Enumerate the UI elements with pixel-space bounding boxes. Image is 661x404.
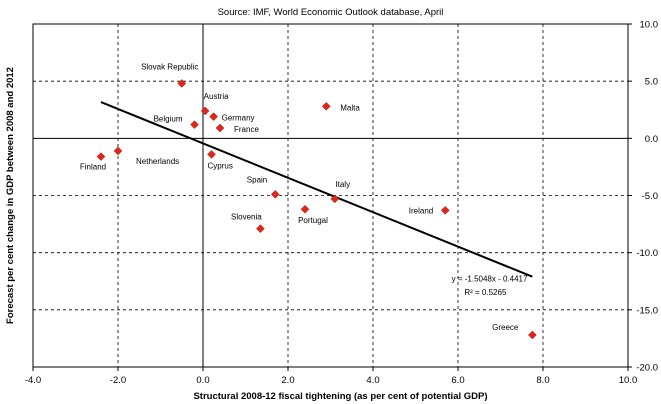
data-point bbox=[177, 79, 187, 88]
axes bbox=[32, 23, 632, 371]
point-label: Austria bbox=[204, 92, 229, 101]
data-point bbox=[330, 194, 340, 204]
x-tick-label: 4.0 bbox=[366, 375, 379, 386]
data-point bbox=[528, 330, 537, 340]
trendline-equation: y = -1.5048x - 0.4417 bbox=[452, 274, 528, 283]
point-label: Ireland bbox=[409, 206, 433, 215]
data-point bbox=[270, 190, 280, 199]
x-tick-label: 6.0 bbox=[451, 375, 464, 386]
data-point bbox=[96, 152, 106, 161]
x-tick-label: -2.0 bbox=[110, 375, 126, 386]
point-label: Spain bbox=[247, 175, 267, 184]
data-point bbox=[321, 101, 331, 111]
y-tick-label: 10.0 bbox=[640, 20, 659, 31]
y-tick-label: 0.0 bbox=[645, 134, 658, 145]
point-label: Cyprus bbox=[208, 161, 233, 170]
x-tick-label: -4.0 bbox=[25, 375, 41, 386]
y-tick-label: -5.0 bbox=[642, 191, 658, 202]
plot-border bbox=[32, 23, 629, 368]
data-point bbox=[207, 149, 216, 159]
data-point bbox=[440, 206, 450, 215]
source-note: Source: IMF, World Economic Outlook data… bbox=[218, 7, 444, 18]
data-point bbox=[200, 106, 210, 116]
data-point bbox=[209, 112, 218, 121]
x-axis-title: Structural 2008-12 fiscal tightening (as… bbox=[193, 391, 487, 402]
data-point bbox=[190, 120, 199, 129]
x-tick-label: 8.0 bbox=[536, 375, 549, 386]
tick-labels: -4.0 -2.0 0.0 2.0 4.0 6.0 8.0 10.0 10.0 5.0 0.0 -5.… bbox=[25, 20, 658, 387]
data-point bbox=[215, 123, 225, 133]
y-tick-label: -15.0 bbox=[636, 305, 658, 316]
data-points bbox=[96, 79, 537, 340]
point-label: Finland bbox=[80, 163, 106, 172]
point-label: Italy bbox=[335, 180, 350, 189]
point-label: Slovak Republic bbox=[141, 62, 198, 71]
point-label: Belgium bbox=[154, 115, 183, 124]
point-labels: Slovak Republic Austria Germany Belgium Fran… bbox=[80, 62, 519, 332]
point-label: France bbox=[234, 125, 259, 134]
y-axis-title: Forecast per cent change in GDP between … bbox=[5, 67, 16, 324]
y-tick-label: -10.0 bbox=[636, 248, 658, 259]
point-label: Netherlands bbox=[136, 157, 179, 166]
data-point bbox=[256, 224, 265, 234]
point-label: Slovenia bbox=[231, 213, 262, 222]
point-label: Portugal bbox=[298, 216, 328, 225]
trendline bbox=[100, 101, 533, 278]
point-label: Germany bbox=[222, 114, 255, 123]
trendline-r2: R² = 0.5265 bbox=[464, 288, 507, 297]
x-tick-label: 10.0 bbox=[619, 375, 638, 386]
x-tick-label: 2.0 bbox=[281, 375, 294, 386]
y-tick-label: -20.0 bbox=[636, 363, 658, 374]
data-point bbox=[300, 204, 310, 214]
x-tick-label: 0.0 bbox=[196, 375, 209, 386]
trendline-path bbox=[100, 101, 533, 278]
data-point bbox=[113, 146, 123, 156]
point-label: Malta bbox=[340, 103, 360, 112]
point-label: Greece bbox=[492, 323, 519, 332]
y-tick-label: 5.0 bbox=[645, 77, 658, 88]
